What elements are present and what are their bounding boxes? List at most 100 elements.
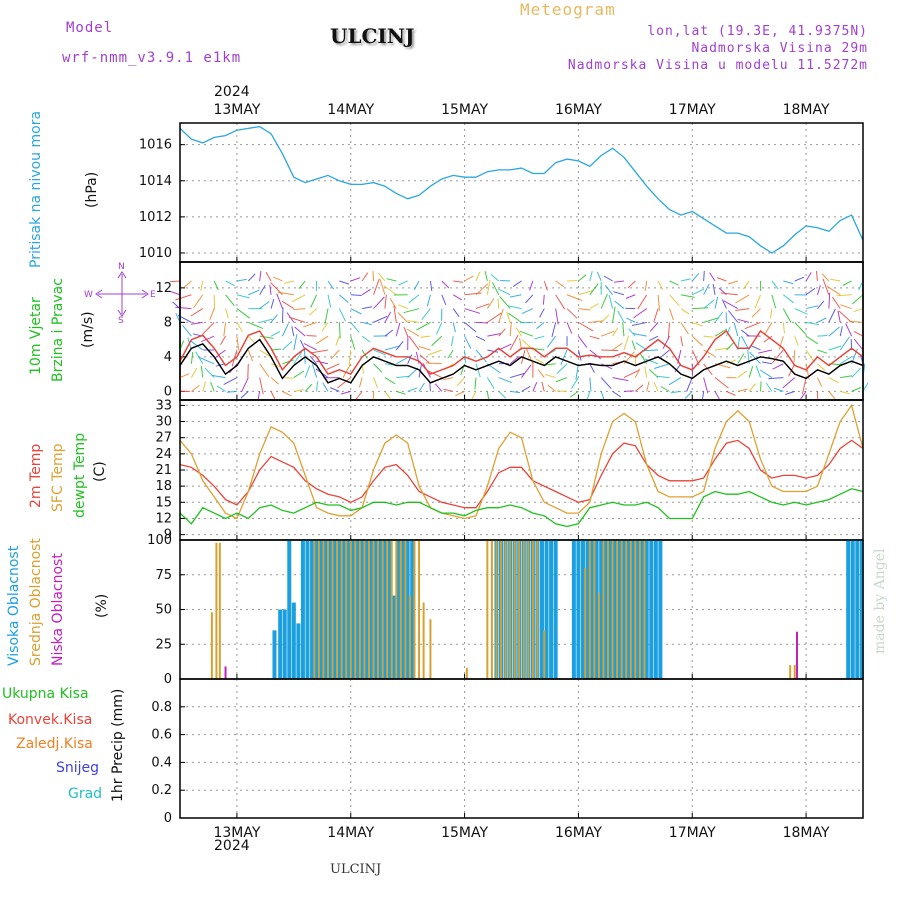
wind-arrow: [669, 280, 679, 286]
wind-arrow: [660, 386, 670, 392]
wind-arrow: [169, 280, 181, 283]
day-label-top: 16MAY: [555, 102, 602, 118]
wind-arrow: [265, 272, 272, 282]
wind-arrow: [213, 280, 219, 291]
wind-arrow: [740, 329, 750, 337]
day-label-top: 13MAY: [213, 102, 260, 118]
wind-arrow: [836, 294, 852, 297]
wind-arrow: [821, 273, 830, 282]
wind-arrow: [372, 270, 375, 282]
wind-arrow: [259, 270, 262, 282]
series-line: [179, 439, 864, 509]
day-label-bottom: 15MAY: [441, 825, 488, 841]
cloud-bar: [490, 540, 493, 679]
cloud-bar: [631, 540, 636, 679]
wind-arrow: [612, 342, 623, 351]
wind-arrow: [831, 296, 841, 309]
wind-arrow: [373, 315, 388, 323]
cloud-bar: [590, 540, 595, 679]
day-label-top: 14MAY: [327, 102, 374, 118]
cloud-bar: [634, 540, 637, 679]
wind-arrow: [434, 383, 443, 392]
wind-arrow: [293, 334, 298, 351]
model-elevation-text: Nadmorska Visina u modelu 11.5272m: [567, 58, 868, 73]
wind-arrow: [361, 335, 371, 343]
wind-arrow: [539, 308, 545, 318]
day-label-top: 18MAY: [783, 102, 830, 118]
cloud-bar: [850, 540, 855, 679]
cloud-bar: [576, 540, 581, 679]
wind-arrow: [521, 385, 531, 392]
y-tick-label: 33: [155, 398, 172, 413]
cloud-bar: [513, 540, 516, 679]
cloud-bar: [612, 540, 617, 679]
wind-arrow: [612, 306, 616, 323]
day-label-top: 17MAY: [669, 102, 716, 118]
wind-arrow: [771, 280, 779, 290]
cloud-bar: [382, 540, 387, 679]
wind-arrow: [498, 391, 507, 399]
wind-arrow: [778, 336, 784, 350]
wind-arrow: [805, 321, 819, 326]
wind-arrow: [190, 367, 198, 378]
wind-arrow: [441, 280, 450, 289]
wind-arrow: [515, 327, 522, 337]
panel-0: 1010 1012 1014 1016: [139, 122, 864, 263]
wind-arrow: [452, 294, 463, 301]
wind-arrow: [348, 349, 352, 365]
cloud-bar: [367, 540, 370, 679]
wind-arrow: [560, 349, 568, 365]
wind-arrow: [507, 305, 522, 310]
y-tick-label: 12: [155, 511, 172, 526]
cloud-bar: [616, 540, 619, 679]
cloud-bar: [653, 540, 658, 679]
wind-arrow: [498, 288, 511, 296]
cloud-bar: [373, 540, 378, 679]
wind-arrow: [338, 308, 346, 322]
wind-arrow: [490, 274, 500, 282]
cloud-bar: [635, 540, 640, 679]
wind-arrow: [443, 388, 454, 392]
wind-arrow: [794, 308, 808, 315]
wind-arrow: [220, 335, 226, 346]
year-label-top: 2024: [214, 84, 250, 100]
y-tick-label: 24: [155, 447, 172, 462]
wind-arrow: [600, 391, 605, 401]
cloud-bar: [341, 540, 346, 679]
wind-arrow: [413, 280, 420, 290]
cloud-bar: [527, 540, 530, 679]
wind-arrow: [170, 291, 181, 296]
wind-arrow: [748, 383, 756, 392]
wind-arrow: [703, 270, 705, 282]
wind-arrow: [726, 342, 734, 351]
wind-arrow: [536, 321, 545, 330]
wind-arrow: [817, 317, 827, 323]
y-tick-label: 0: [164, 384, 172, 399]
wind-arrow: [842, 280, 852, 286]
wind-arrow: [648, 335, 659, 342]
wind-arrow: [464, 275, 474, 282]
wind-arrow: [764, 322, 773, 335]
wind-arrow: [183, 280, 192, 288]
wind-arrow: [384, 377, 396, 385]
cloud-bar: [313, 540, 316, 679]
wind-arrow: [282, 377, 294, 379]
wind-arrow: [556, 363, 568, 374]
day-label-bottom: 17MAY: [669, 825, 716, 841]
wind-arrow: [416, 321, 431, 331]
wind-arrow: [509, 322, 512, 337]
cloud-bar: [413, 540, 416, 679]
panel-3: 0 25 50 75 100: [147, 533, 864, 687]
cloud-bar: [658, 540, 663, 679]
wind-arrow: [737, 388, 748, 392]
y-tick-label: 1012: [139, 210, 172, 225]
cloud-bar: [360, 540, 365, 679]
wind-arrow: [703, 363, 713, 376]
wind-arrow: [714, 328, 728, 337]
y-tick-label: 50: [155, 603, 172, 618]
series-line: [179, 488, 864, 528]
wind-arrow: [270, 314, 278, 323]
cloud-bar: [328, 540, 333, 679]
wind-arrow: [498, 377, 512, 384]
wind-arrow: [714, 311, 724, 323]
